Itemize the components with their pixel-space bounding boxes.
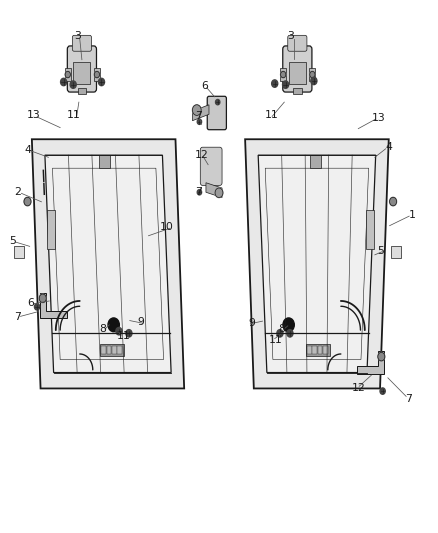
Bar [47, 209, 55, 248]
FancyBboxPatch shape [207, 96, 226, 130]
Circle shape [310, 71, 315, 78]
FancyBboxPatch shape [283, 46, 312, 92]
Circle shape [60, 78, 67, 86]
FancyBboxPatch shape [67, 46, 96, 92]
Circle shape [126, 329, 132, 337]
Text: 5: 5 [378, 246, 384, 256]
Circle shape [215, 188, 223, 198]
Bar [94, 68, 100, 81]
Polygon shape [206, 183, 222, 198]
Text: 9: 9 [137, 317, 144, 327]
Polygon shape [40, 293, 67, 318]
Circle shape [197, 119, 201, 124]
Circle shape [380, 388, 385, 394]
Circle shape [311, 77, 317, 85]
Bar [117, 346, 122, 354]
Polygon shape [192, 105, 209, 120]
Circle shape [215, 100, 220, 105]
Polygon shape [32, 139, 184, 389]
Circle shape [35, 304, 40, 310]
Text: 11: 11 [265, 110, 278, 120]
Circle shape [94, 71, 99, 78]
Text: 13: 13 [26, 110, 40, 120]
Bar [99, 155, 110, 168]
Text: 6: 6 [28, 297, 35, 308]
Text: 10: 10 [160, 222, 174, 232]
Bar [112, 346, 117, 354]
Text: 7: 7 [14, 312, 21, 322]
Circle shape [192, 105, 201, 115]
Text: 13: 13 [372, 113, 385, 123]
Text: 4: 4 [24, 145, 31, 155]
Circle shape [197, 190, 201, 195]
Text: 2: 2 [14, 187, 21, 197]
Polygon shape [45, 155, 171, 373]
Circle shape [378, 352, 385, 361]
Bar [318, 346, 322, 354]
Circle shape [65, 71, 71, 78]
Polygon shape [258, 155, 376, 373]
Circle shape [287, 329, 293, 337]
Polygon shape [357, 351, 385, 374]
Circle shape [277, 329, 283, 337]
Text: 3: 3 [287, 31, 294, 41]
Circle shape [99, 78, 105, 86]
Bar [312, 346, 317, 354]
Circle shape [70, 81, 76, 88]
Bar [107, 346, 111, 354]
Circle shape [283, 318, 294, 332]
Bar [289, 62, 306, 84]
Bar [323, 346, 328, 354]
Circle shape [283, 81, 289, 88]
Text: 7: 7 [194, 111, 201, 122]
Text: 12: 12 [195, 150, 208, 160]
Text: 11: 11 [66, 110, 80, 120]
Bar [14, 246, 24, 258]
Text: 6: 6 [201, 81, 208, 91]
Circle shape [116, 327, 122, 335]
Text: 8: 8 [278, 324, 285, 334]
Circle shape [24, 197, 31, 206]
FancyBboxPatch shape [288, 35, 307, 51]
Bar [391, 246, 401, 258]
Bar [100, 344, 124, 356]
FancyBboxPatch shape [72, 35, 92, 51]
FancyBboxPatch shape [200, 147, 222, 185]
Text: 7: 7 [194, 187, 201, 197]
Circle shape [272, 80, 278, 87]
Text: 11: 11 [117, 332, 130, 342]
Circle shape [39, 294, 46, 303]
Text: 12: 12 [351, 383, 365, 393]
Bar [78, 88, 86, 94]
Text: 3: 3 [74, 31, 81, 41]
Bar [309, 68, 315, 81]
Bar [306, 344, 330, 356]
Circle shape [390, 197, 396, 206]
Text: 1: 1 [409, 209, 416, 220]
Text: 7: 7 [405, 394, 412, 404]
Bar [366, 209, 374, 248]
Bar [311, 155, 321, 168]
Text: 4: 4 [385, 142, 392, 152]
Bar [65, 68, 71, 81]
Bar [307, 346, 311, 354]
Bar [102, 346, 106, 354]
Circle shape [108, 318, 119, 332]
Bar [280, 68, 286, 81]
Text: 8: 8 [99, 324, 106, 334]
Polygon shape [245, 139, 389, 389]
Text: 9: 9 [248, 318, 255, 328]
Circle shape [281, 71, 286, 78]
Bar [74, 62, 90, 84]
Bar [293, 88, 302, 94]
Text: 5: 5 [9, 236, 16, 246]
Text: 11: 11 [268, 335, 283, 345]
